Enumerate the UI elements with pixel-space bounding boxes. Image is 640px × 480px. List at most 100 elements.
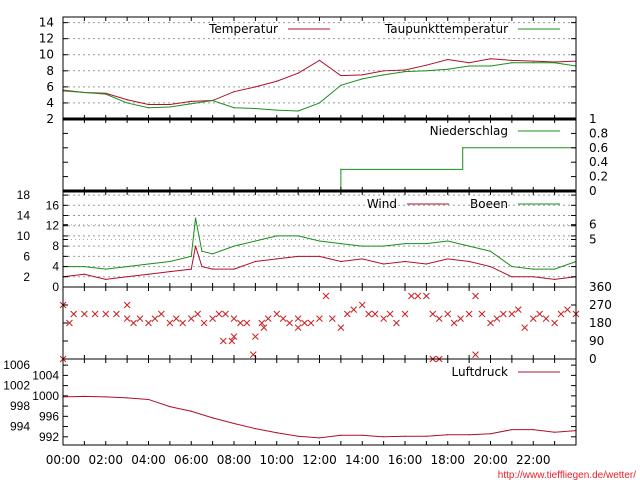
direction-point — [521, 324, 529, 331]
x-tick-label: 00:00 — [46, 453, 81, 467]
direction-point — [472, 292, 479, 300]
data-point — [318, 255, 321, 257]
data-point — [212, 99, 214, 102]
direction-point — [130, 319, 137, 327]
direction-point — [542, 315, 550, 322]
y-tick-label: 14 — [17, 209, 31, 223]
data-point — [83, 273, 85, 275]
direction-point — [70, 310, 78, 318]
x-tick-label: 08:00 — [217, 453, 252, 467]
data-point — [361, 245, 363, 247]
legend-label: Wind — [367, 197, 397, 211]
direction-point — [564, 306, 571, 313]
data-point — [297, 72, 299, 74]
direction-point — [286, 319, 293, 327]
direction-point — [450, 319, 458, 327]
direction-point — [136, 315, 144, 322]
luftdruck-series — [62, 395, 577, 439]
legend-label: Taupunkttemperatur — [384, 22, 508, 36]
y-tick-label: 0 — [52, 280, 59, 294]
data-point — [447, 58, 449, 61]
data-point — [276, 258, 278, 260]
legend-label: Luftdruck — [451, 365, 508, 379]
legend-label: Niederschlag — [430, 124, 508, 138]
data-point — [511, 276, 513, 278]
data-point — [318, 102, 321, 104]
direction-point — [145, 319, 152, 327]
data-point — [233, 91, 235, 93]
direction-point — [536, 310, 544, 318]
data-point — [340, 242, 342, 245]
data-point — [532, 276, 534, 278]
data-point — [425, 263, 427, 265]
direction-point — [264, 315, 272, 322]
direction-point — [230, 315, 238, 322]
data-point — [254, 240, 256, 242]
data-point — [276, 109, 278, 111]
wind-direction-frame — [62, 286, 577, 360]
data-point — [511, 59, 513, 61]
y-tick-label: 10 — [39, 48, 54, 62]
data-point — [254, 107, 256, 110]
data-point — [233, 107, 235, 109]
direction-point — [478, 310, 486, 318]
y2-tick-label: 360 — [589, 280, 612, 294]
data-point — [233, 422, 235, 425]
data-point — [532, 62, 534, 64]
y2-tick-label: 90 — [589, 334, 604, 348]
data-point — [404, 260, 406, 263]
data-point — [105, 396, 107, 398]
data-point — [340, 434, 342, 436]
data-point — [468, 260, 470, 263]
direction-point — [371, 310, 379, 318]
direction-point — [294, 324, 302, 331]
data-point — [297, 110, 299, 112]
direction-point — [273, 310, 281, 318]
direction-point — [499, 310, 507, 318]
y2-tick-label: 6 — [589, 218, 597, 232]
data-point — [489, 58, 492, 60]
direction-point — [365, 310, 373, 318]
data-point — [468, 434, 470, 436]
y-tick-label: 8 — [52, 239, 59, 253]
direction-point — [81, 310, 88, 318]
data-point — [511, 265, 513, 268]
direction-point — [328, 315, 336, 322]
data-point — [297, 235, 299, 237]
data-point — [83, 265, 85, 268]
direction-point — [350, 306, 358, 313]
data-point — [532, 60, 534, 62]
data-point — [254, 428, 256, 430]
direction-point — [557, 310, 565, 318]
direction-point — [322, 292, 330, 300]
x-tick-label: 10:00 — [259, 453, 294, 467]
y2-tick-label: 0 — [589, 184, 597, 198]
x-tick-label: 14:00 — [345, 453, 380, 467]
data-point — [425, 242, 427, 245]
y-tick-label: 2 — [23, 270, 30, 284]
direction-point — [301, 319, 308, 327]
direction-point — [179, 319, 187, 327]
data-point — [554, 268, 556, 270]
x-tick-label: 04:00 — [131, 453, 166, 467]
y-tick-label: 6 — [23, 249, 30, 263]
data-point — [83, 91, 85, 94]
direction-point — [279, 315, 287, 322]
direction-point — [435, 315, 443, 322]
data-point — [212, 268, 214, 270]
y2-tick-label: 180 — [589, 316, 612, 330]
direction-point — [172, 315, 180, 322]
y-tick-label: 996 — [39, 409, 59, 423]
data-point — [489, 250, 492, 252]
direction-point — [123, 315, 131, 322]
source-url[interactable]: http://www.tieffliegen.de/wetter/ — [498, 470, 636, 480]
direction-point — [401, 310, 409, 318]
y-tick-label: 16 — [46, 198, 60, 212]
y2-tick-label: 0.8 — [589, 126, 608, 140]
y-tick-label: 1006 — [3, 358, 30, 372]
data-point — [201, 265, 203, 268]
direction-point — [358, 301, 366, 309]
data-point — [468, 62, 470, 64]
wind-series — [62, 245, 577, 280]
